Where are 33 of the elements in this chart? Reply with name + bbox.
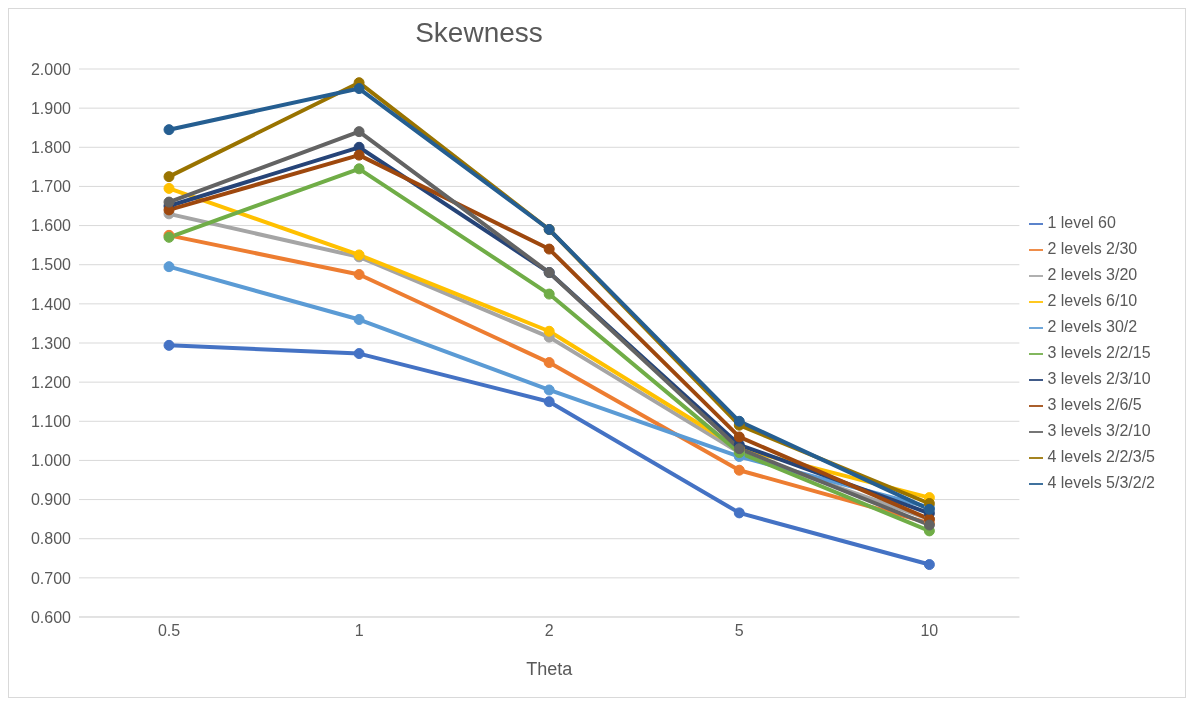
y-tick-label: 1.600 [30,217,72,235]
legend-label: 2 levels 30/2 [1047,318,1138,335]
y-tick-label: 1.400 [30,295,72,313]
x-tick-label: 5 [734,622,744,640]
x-axis-title: Theta [526,659,574,679]
chart-title: Skewness [414,17,544,49]
legend-label: 2 levels 2/30 [1047,240,1138,257]
y-tick-label: 2.000 [30,60,72,78]
y-tick-label: 1.700 [30,178,72,196]
legend-label: 3 levels 2/6/5 [1047,396,1142,413]
y-tick-label: 1.100 [30,412,72,430]
y-tick-label: 1.300 [30,334,72,352]
x-tick-label: 10 [920,622,939,640]
y-tick-label: 0.900 [30,491,72,509]
legend-label: 2 levels 6/10 [1047,292,1138,309]
y-tick-label: 1.800 [30,138,72,156]
legend-label: 3 levels 3/2/10 [1047,422,1151,439]
y-tick-label: 0.600 [30,608,72,626]
y-tick-label: 1.000 [30,452,72,470]
x-tick-label: 2 [544,622,554,640]
legend-label: 4 levels 2/2/3/5 [1047,448,1155,465]
y-tick-label: 1.200 [30,373,72,391]
y-tick-label: 0.800 [30,530,72,548]
legend-label: 1 level 60 [1047,214,1116,231]
x-tick-label: 1 [354,622,364,640]
legend-label: 2 levels 3/20 [1047,266,1138,283]
x-tick-label: 0.5 [157,622,181,640]
legend-label: 3 levels 2/2/15 [1047,344,1151,361]
y-tick-label: 0.700 [30,569,72,587]
y-tick-label: 1.500 [30,256,72,274]
legend-label: 4 levels 5/3/2/2 [1047,474,1155,491]
legend-label: 3 levels 2/3/10 [1047,370,1151,387]
y-tick-label: 1.900 [30,99,72,117]
